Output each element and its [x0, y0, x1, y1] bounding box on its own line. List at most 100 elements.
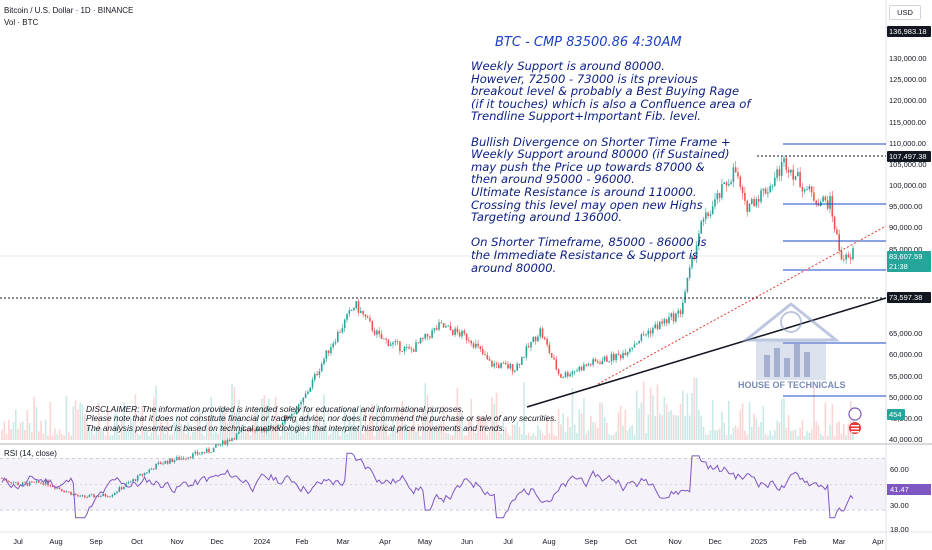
candle-body	[100, 496, 102, 497]
disclaimer-line: Please note that it does not constitute …	[86, 413, 557, 424]
volume-bar	[530, 435, 532, 440]
volume-bar	[560, 424, 562, 440]
candle-body	[26, 482, 29, 486]
volume-bar	[399, 424, 401, 440]
volume-bar	[249, 435, 252, 440]
rsi-label[interactable]: RSI (14, close)	[4, 449, 57, 458]
disclaimer-line: The analysis presented is based on techn…	[86, 422, 505, 433]
candle-body	[270, 427, 272, 429]
volume-bar	[291, 424, 293, 440]
volume-bar	[185, 434, 187, 440]
candle-body	[583, 364, 585, 371]
rsi-current-tag: 41.47	[887, 484, 931, 495]
candle-body	[573, 371, 576, 373]
candle-body	[385, 338, 387, 340]
disclaimer-line: DISCLAIMER: The information provided is …	[86, 404, 465, 414]
candle-body	[104, 493, 107, 497]
candle-body	[488, 359, 491, 361]
candle-body	[757, 199, 760, 202]
volume-bar	[507, 433, 509, 440]
candle-body	[656, 324, 659, 329]
volume-bar	[649, 387, 652, 440]
candle-body	[571, 371, 574, 375]
volume-bar	[164, 433, 167, 440]
candle-body	[417, 342, 420, 344]
symbol-title[interactable]: Bitcoin / U.S. Dollar · 1D · BINANCE	[4, 6, 134, 15]
candle-body	[636, 343, 638, 345]
candle-body	[785, 158, 788, 170]
time-axis-label: Oct	[131, 537, 143, 546]
volume-bar	[284, 419, 286, 440]
volume-bar	[272, 425, 275, 440]
volume-bar	[767, 435, 769, 440]
volume-bar	[491, 397, 493, 440]
volume-bar	[778, 422, 781, 440]
time-axis-label: May	[417, 537, 433, 546]
volume-bar	[199, 408, 201, 440]
volume-bar	[447, 433, 449, 440]
candle-body	[291, 414, 293, 417]
volume-bar	[534, 435, 537, 440]
candle-body	[123, 486, 125, 490]
volume-bar	[215, 428, 217, 440]
candle-body	[525, 346, 528, 358]
candle-body	[38, 480, 40, 483]
candle-body	[251, 428, 254, 431]
volume-bar	[732, 428, 735, 440]
candle-body	[606, 356, 608, 362]
candle-body	[102, 493, 104, 497]
event-icons[interactable]	[847, 406, 863, 442]
candle-body	[187, 457, 190, 459]
volume-bar	[141, 405, 144, 440]
volume-bar	[771, 435, 774, 440]
candle-body	[215, 444, 217, 448]
volume-bar	[339, 435, 341, 440]
volume-bar	[521, 434, 523, 440]
candle-body	[304, 393, 307, 398]
volume-bar	[203, 435, 206, 440]
volume-bar	[518, 426, 521, 440]
candle-body	[442, 322, 445, 328]
candle-body	[245, 429, 247, 431]
candle-body	[700, 221, 702, 234]
candle-body	[755, 199, 758, 207]
price-axis-label: 90,000.00	[889, 223, 923, 233]
volume-bar	[590, 416, 592, 440]
volume-bar	[636, 390, 638, 440]
currency-button[interactable]: USD	[889, 5, 921, 20]
candle-body	[412, 349, 415, 352]
volume-bar	[429, 422, 431, 440]
volume-bar	[95, 428, 98, 440]
volume-bar	[422, 408, 424, 440]
volume-bar	[569, 426, 571, 440]
candle-body	[327, 350, 330, 354]
volume-bar	[755, 418, 758, 440]
drawings	[0, 143, 887, 408]
candle-body	[118, 487, 121, 492]
candle-body	[72, 493, 75, 496]
candle-body	[833, 216, 836, 230]
candle-body	[136, 475, 139, 481]
annotation-paragraph-1: Weekly Support is around 80000. However,…	[471, 59, 751, 124]
candle-body	[309, 387, 311, 392]
candle-body	[741, 187, 744, 193]
volume-bar	[54, 428, 56, 440]
candle-body	[346, 313, 348, 320]
volume-bar	[353, 408, 355, 440]
volume-bar	[417, 424, 420, 440]
candle-body	[831, 195, 834, 217]
price-axis-label: 85,000.00	[889, 244, 923, 254]
candle-body	[693, 256, 696, 259]
volume-bar	[176, 415, 178, 440]
volume-bar	[173, 421, 176, 440]
volume-bar	[631, 425, 633, 440]
candle-body	[438, 322, 440, 330]
volume-bar	[801, 419, 804, 440]
volume-bar	[226, 423, 229, 440]
volume-bar	[166, 419, 169, 440]
volume-bar	[682, 390, 684, 440]
candle-body	[231, 438, 233, 442]
volume-bar	[412, 407, 415, 440]
candle-body	[672, 313, 675, 322]
